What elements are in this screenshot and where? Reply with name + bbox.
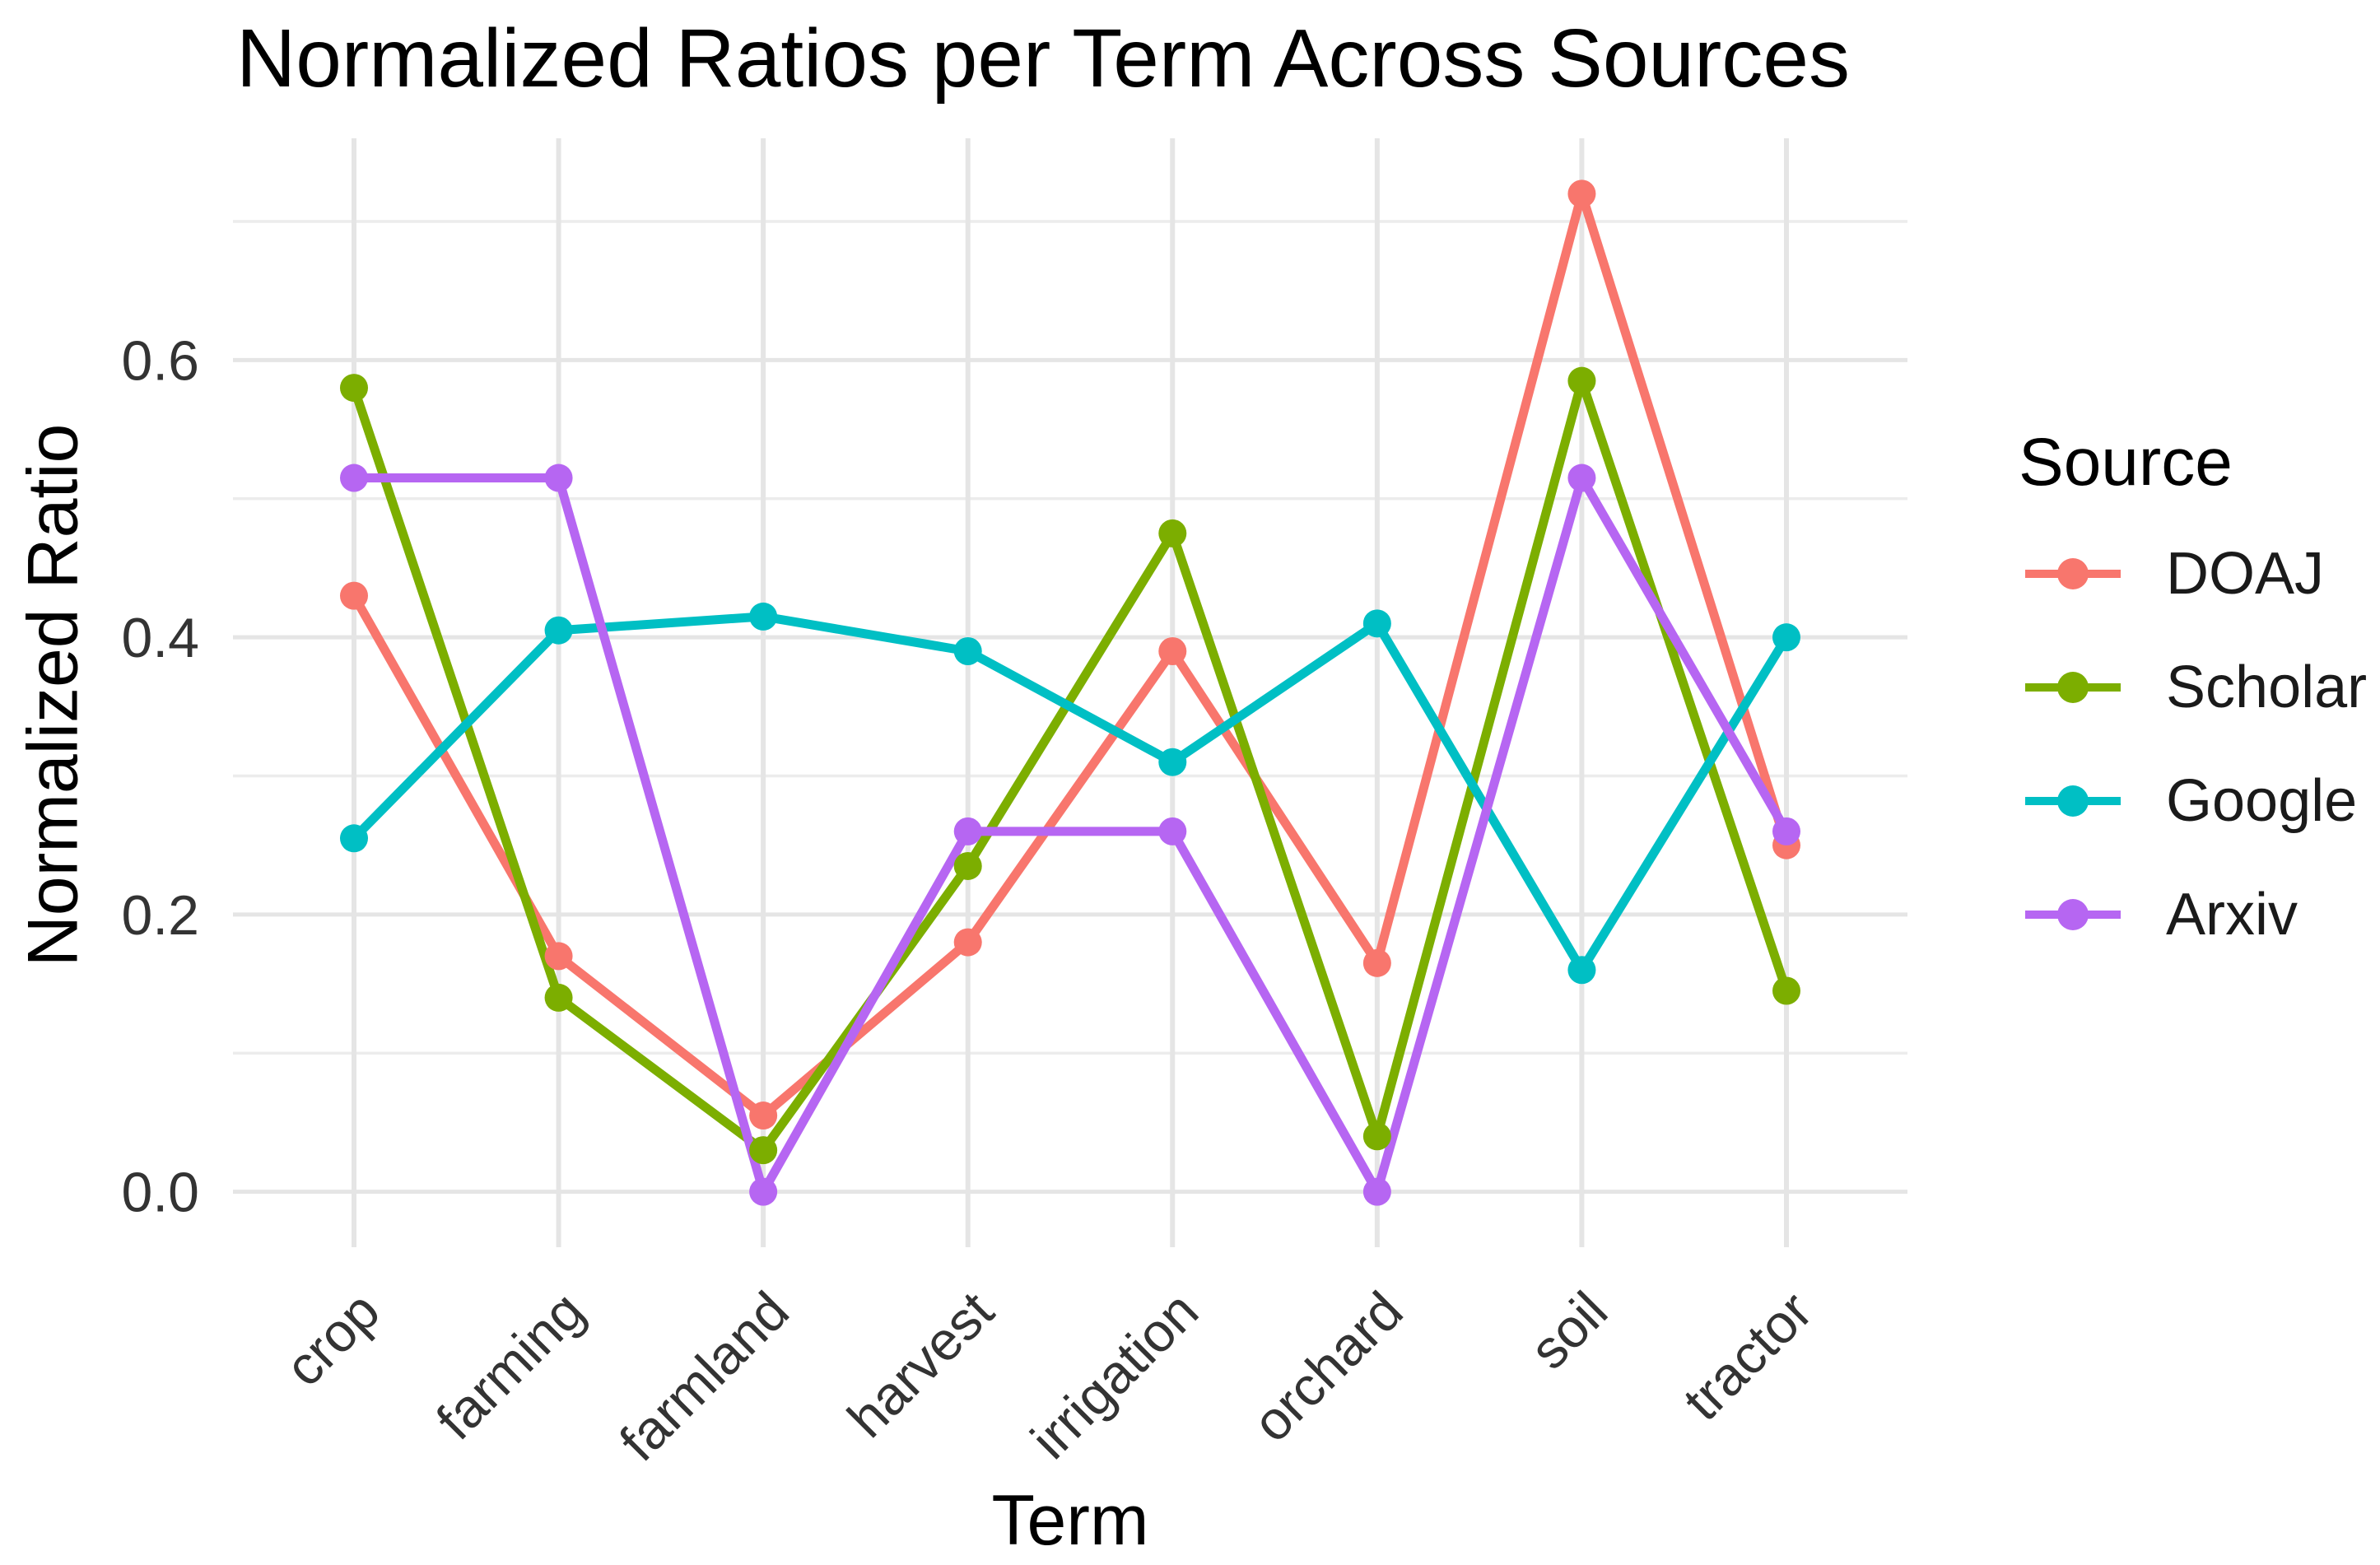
- series-line-scholar: [349, 376, 1791, 1155]
- legend-point-icon: [2057, 899, 2089, 930]
- data-point-google-tractor: [1772, 623, 1800, 652]
- x-tick-label-farming: farming: [425, 1280, 596, 1451]
- data-point-arxiv-crop: [340, 463, 368, 492]
- legend-item-arxiv: Arxiv: [2025, 882, 2298, 948]
- data-point-doaj-soil: [1567, 179, 1596, 208]
- data-point-scholar-soil: [1567, 366, 1596, 395]
- data-point-google-irrigation: [1158, 748, 1187, 776]
- y-tick-label-0.0: 0.0: [121, 1162, 199, 1224]
- x-tick-label-orchard: orchard: [1241, 1280, 1414, 1454]
- x-tick-label-soil: soil: [1518, 1280, 1618, 1381]
- data-point-google-harvest: [953, 636, 982, 665]
- data-point-arxiv-harvest: [953, 817, 982, 845]
- x-tick-label-farmland: farmland: [608, 1280, 800, 1473]
- x-tick-label-irrigation: irrigation: [1019, 1280, 1209, 1470]
- series-line-google: [349, 612, 1791, 975]
- legend-item-scholar: Scholar: [2025, 654, 2367, 720]
- y-tick-label-0.6: 0.6: [121, 329, 199, 392]
- data-point-google-soil: [1567, 956, 1596, 985]
- data-point-scholar-tractor: [1772, 976, 1800, 1005]
- data-point-scholar-harvest: [953, 851, 982, 880]
- data-point-arxiv-irrigation: [1158, 817, 1187, 845]
- data-point-scholar-crop: [340, 374, 368, 403]
- data-point-scholar-orchard: [1362, 1122, 1391, 1151]
- legend-item-doaj: DOAJ: [2025, 541, 2324, 607]
- data-point-google-farming: [544, 616, 573, 645]
- legend-point-icon: [2057, 672, 2089, 703]
- data-point-scholar-irrigation: [1158, 519, 1187, 547]
- data-point-google-farmland: [749, 602, 778, 631]
- data-point-arxiv-farming: [544, 463, 573, 492]
- legend-swatch-arxiv: [2025, 899, 2121, 930]
- data-point-google-crop: [340, 824, 368, 853]
- data-point-arxiv-farmland: [749, 1177, 778, 1206]
- legend-label-doaj: DOAJ: [2166, 541, 2325, 607]
- x-tick-label-harvest: harvest: [836, 1280, 1004, 1449]
- data-point-doaj-farming: [544, 942, 573, 971]
- y-tick-label-0.4: 0.4: [121, 607, 199, 669]
- data-point-scholar-farming: [544, 983, 573, 1012]
- data-point-doaj-orchard: [1362, 948, 1391, 977]
- legend-label-arxiv: Arxiv: [2166, 882, 2298, 948]
- chart-title: Normalized Ratios per Term Across Source…: [236, 12, 1850, 105]
- legend-point-icon: [2057, 785, 2089, 817]
- legend-swatch-doaj: [2025, 558, 2121, 589]
- data-point-scholar-farmland: [749, 1136, 778, 1165]
- data-point-google-orchard: [1362, 609, 1391, 638]
- x-tick-label-crop: crop: [273, 1280, 391, 1398]
- data-point-arxiv-orchard: [1362, 1177, 1391, 1206]
- legend-label-google: Google: [2166, 768, 2358, 834]
- data-point-doaj-crop: [340, 581, 368, 610]
- legend-swatch-google: [2025, 785, 2121, 817]
- data-point-doaj-harvest: [953, 928, 982, 957]
- legend-label-scholar: Scholar: [2166, 654, 2368, 720]
- legend-title: Source: [2019, 425, 2233, 500]
- legend-item-google: Google: [2025, 768, 2357, 834]
- data-point-arxiv-tractor: [1772, 817, 1800, 845]
- data-point-arxiv-soil: [1567, 463, 1596, 492]
- series-line-doaj: [349, 189, 1791, 1120]
- legend-point-icon: [2057, 558, 2089, 589]
- data-point-doaj-irrigation: [1158, 636, 1187, 665]
- series-line-arxiv: [349, 473, 1791, 1197]
- legend-swatch-scholar: [2025, 672, 2121, 703]
- y-tick-label-0.2: 0.2: [121, 884, 199, 947]
- x-axis-title: Term: [991, 1481, 1149, 1560]
- x-tick-label-tractor: tractor: [1671, 1280, 1823, 1432]
- legend: Source DOAJ Scholar Google Arxiv: [2009, 424, 2380, 1083]
- data-point-doaj-farmland: [749, 1102, 778, 1130]
- plot-area: 0.0 0.2 0.4 0.6 crop farming farmland harvest ir…: [121, 138, 1907, 1473]
